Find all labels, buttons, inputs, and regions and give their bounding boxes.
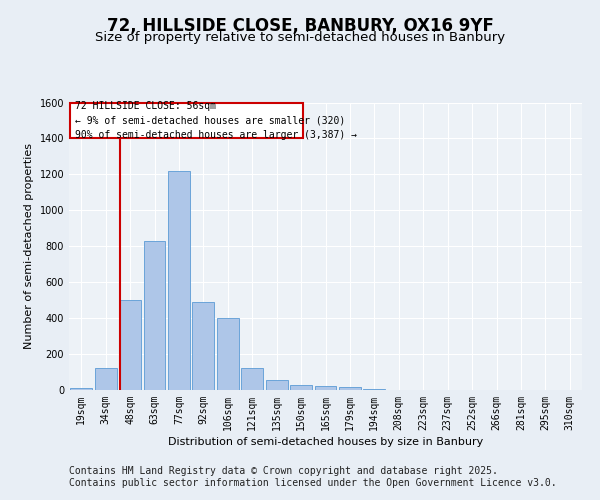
Bar: [95, 368, 116, 390]
Bar: [119, 300, 141, 390]
Bar: [217, 318, 239, 390]
Text: Size of property relative to semi-detached houses in Banbury: Size of property relative to semi-detach…: [95, 31, 505, 44]
Bar: [290, 384, 312, 390]
Bar: [168, 171, 190, 390]
Bar: [193, 302, 214, 390]
Bar: [339, 388, 361, 390]
Y-axis label: Number of semi-detached properties: Number of semi-detached properties: [24, 143, 34, 350]
Text: 72 HILLSIDE CLOSE: 56sqm
← 9% of semi-detached houses are smaller (320)
90% of s: 72 HILLSIDE CLOSE: 56sqm ← 9% of semi-de…: [75, 100, 357, 140]
Bar: [143, 241, 166, 390]
Bar: [70, 388, 92, 390]
X-axis label: Distribution of semi-detached houses by size in Banbury: Distribution of semi-detached houses by …: [168, 437, 483, 447]
Bar: [266, 380, 287, 390]
Text: Contains HM Land Registry data © Crown copyright and database right 2025.
Contai: Contains HM Land Registry data © Crown c…: [69, 466, 557, 487]
Bar: [364, 389, 385, 390]
Bar: [241, 368, 263, 390]
Bar: [314, 386, 337, 390]
Text: 72, HILLSIDE CLOSE, BANBURY, OX16 9YF: 72, HILLSIDE CLOSE, BANBURY, OX16 9YF: [107, 18, 493, 36]
